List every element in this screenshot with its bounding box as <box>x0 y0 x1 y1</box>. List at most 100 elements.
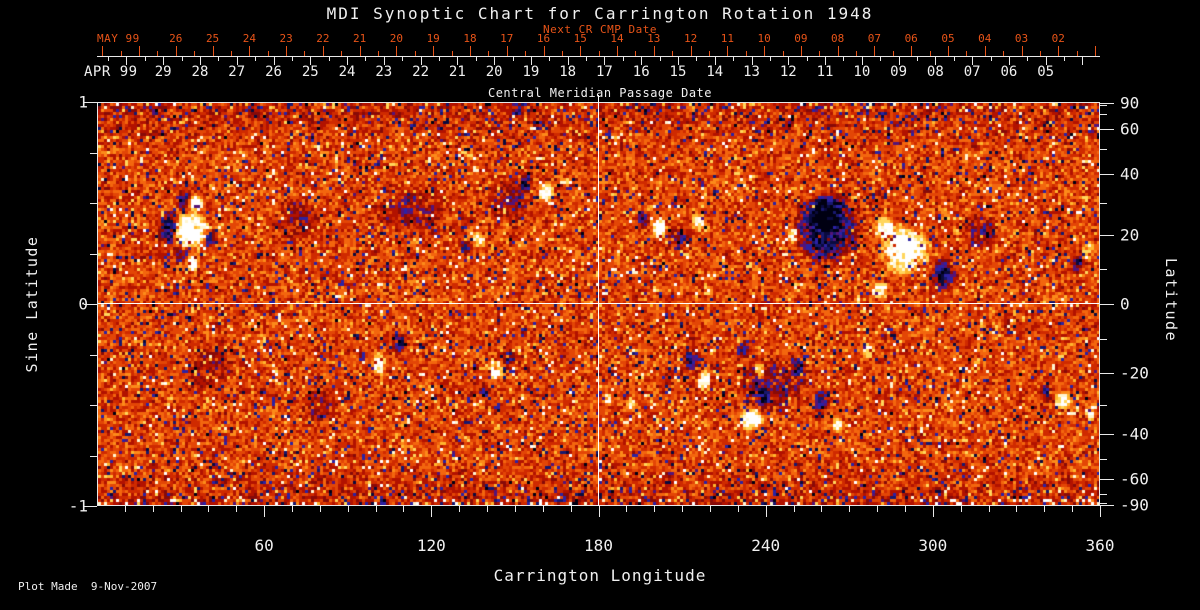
top-axis-date-label-current: 08 <box>926 64 944 80</box>
tick-next-cr-major <box>1058 46 1059 56</box>
tick-longitude-major <box>766 506 767 517</box>
top-axis-date-label-next: 06 <box>904 32 918 45</box>
tick-sinlat-minor <box>90 456 97 457</box>
tick-current-cr-minor <box>770 57 771 61</box>
tick-next-cr-minor <box>635 51 636 56</box>
top-axis-date-label-current: 07 <box>963 64 981 80</box>
top-axis-date-label-current: 05 <box>1037 64 1055 80</box>
tick-next-cr-major <box>286 46 287 56</box>
tick-next-cr-major <box>580 46 581 56</box>
tick-current-cr-major <box>825 57 826 65</box>
tick-latitude-minor <box>1100 339 1107 340</box>
tick-current-cr-major <box>274 57 275 65</box>
tick-longitude-minor <box>905 506 906 512</box>
tick-next-cr-minor <box>562 51 563 56</box>
tick-next-cr-minor <box>966 51 967 56</box>
tick-next-cr-minor <box>599 51 600 56</box>
tick-longitude-minor <box>961 506 962 512</box>
tick-sinlat-minor <box>90 203 97 204</box>
tick-current-cr-minor <box>733 57 734 61</box>
tick-current-cr-major <box>641 57 642 65</box>
tick-current-cr-major <box>678 57 679 65</box>
tick-current-cr-major <box>862 57 863 65</box>
tick-sinlat-minor <box>90 153 97 154</box>
tick-next-cr-major <box>617 46 618 56</box>
cmp-axis-line <box>97 56 1100 57</box>
tick-current-cr-minor <box>586 57 587 61</box>
tick-longitude-minor <box>153 506 154 512</box>
top-axis-date-label-next: 26 <box>169 32 183 45</box>
tick-next-cr-minor <box>488 51 489 56</box>
tick-latitude-major <box>1100 129 1114 130</box>
tick-latitude-major <box>1100 373 1114 374</box>
tick-next-cr-minor <box>893 51 894 56</box>
tick-current-cr-minor <box>145 57 146 61</box>
tick-sinlat-minor <box>90 355 97 356</box>
bottom-axis-tick-label: 180 <box>584 536 613 555</box>
tick-next-cr-minor <box>1003 51 1004 56</box>
tick-current-cr-minor <box>549 57 550 61</box>
tick-sinlat-major <box>84 102 97 103</box>
tick-next-cr-minor <box>378 51 379 56</box>
tick-current-cr-major <box>200 57 201 65</box>
tick-current-cr-minor <box>365 57 366 61</box>
tick-sinlat-minor <box>90 254 97 255</box>
tick-sinlat-minor <box>90 405 97 406</box>
tick-current-cr-major <box>237 57 238 65</box>
tick-current-cr-major <box>126 57 127 65</box>
tick-longitude-minor <box>125 506 126 512</box>
top-axis-date-label-current: 18 <box>559 64 577 80</box>
tick-sinlat-major <box>84 304 97 305</box>
right-axis-tick-label: 40 <box>1120 164 1140 184</box>
top-axis-date-label-next: 09 <box>794 32 808 45</box>
tick-longitude-minor <box>487 506 488 512</box>
top-axis-date-label-next: 19 <box>426 32 440 45</box>
bottom-axis-tick-label: 360 <box>1085 536 1115 555</box>
tick-longitude-major <box>431 506 432 517</box>
tick-current-cr-major <box>494 57 495 65</box>
tick-latitude-major <box>1100 479 1114 480</box>
tick-longitude-minor <box>794 506 795 512</box>
tick-next-cr-major <box>801 46 802 56</box>
tick-longitude-minor <box>849 506 850 512</box>
top-axis-date-label-current: 28 <box>191 64 209 80</box>
tick-current-cr-major <box>163 57 164 65</box>
tick-longitude-minor <box>1044 506 1045 512</box>
top-axis-date-label-current: 21 <box>448 64 466 80</box>
tick-current-cr-minor <box>476 57 477 61</box>
tick-current-cr-major <box>972 57 973 65</box>
tick-longitude-minor <box>320 506 321 512</box>
tick-current-cr-minor <box>402 57 403 61</box>
tick-next-cr-minor <box>121 51 122 56</box>
tick-current-cr-major <box>788 57 789 65</box>
tick-current-cr-major <box>715 57 716 65</box>
next-cr-subtitle: Next CR CMP Date <box>543 23 657 36</box>
tick-current-cr-minor <box>292 57 293 61</box>
bottom-axis-title: Carrington Longitude <box>493 566 707 585</box>
tick-longitude-minor <box>682 506 683 512</box>
top-axis-date-label-current: 22 <box>412 64 430 80</box>
tick-latitude-minor <box>1100 494 1107 495</box>
tick-next-cr-minor <box>452 51 453 56</box>
tick-latitude-major <box>1100 103 1114 104</box>
tick-current-cr-minor <box>439 57 440 61</box>
tick-longitude-minor <box>877 506 878 512</box>
cmp-axis-title: Central Meridian Passage Date <box>487 86 712 100</box>
tick-latitude-major <box>1100 235 1114 236</box>
tick-next-cr-major <box>470 46 471 56</box>
tick-current-cr-minor <box>880 57 881 61</box>
tick-next-cr-minor <box>415 51 416 56</box>
tick-sinlat-major <box>84 506 97 507</box>
top-axis-date-label-current: 29 <box>154 64 172 80</box>
tick-next-cr-major <box>544 46 545 56</box>
top-axis-date-label-next: 23 <box>279 32 293 45</box>
top-axis-date-label-current: 15 <box>669 64 687 80</box>
tick-current-cr-minor <box>513 57 514 61</box>
tick-longitude-minor <box>515 506 516 512</box>
tick-latitude-minor <box>1100 105 1107 106</box>
next-cr-month-label: MAY 99 <box>97 32 140 45</box>
tick-next-cr-minor <box>746 51 747 56</box>
top-axis-date-label-next: 17 <box>500 32 514 45</box>
right-axis-tick-label: 0 <box>1120 294 1130 314</box>
page-title: MDI Synoptic Chart for Carrington Rotati… <box>326 4 874 23</box>
